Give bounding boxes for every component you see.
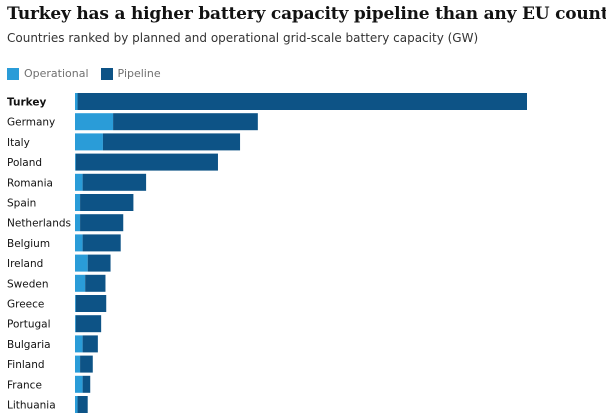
bar-operational-france (75, 375, 83, 393)
bar-operational-ireland (75, 254, 88, 272)
bar-pipeline-portugal (75, 315, 102, 333)
bar-pipeline-netherlands (80, 214, 124, 232)
bar-operational-turkey (75, 93, 78, 110)
category-label: Turkey (7, 97, 46, 109)
bar-group-spain: Spain (7, 194, 134, 211)
bar-operational-netherlands (75, 214, 81, 232)
bar-operational-poland (75, 153, 76, 171)
bar-pipeline-greece (75, 295, 107, 312)
bar-group-finland: Finland (7, 355, 93, 373)
bar-operational-lithuania (75, 396, 78, 413)
bar-pipeline-turkey (77, 93, 527, 110)
bar-pipeline-germany (113, 113, 258, 131)
bar-pipeline-romania (82, 173, 147, 191)
category-label: France (7, 379, 42, 391)
legend-label-pipeline: Pipeline (117, 67, 161, 80)
bar-operational-bulgaria (75, 335, 83, 353)
bar-operational-belgium (75, 234, 83, 252)
bar-group-romania: Romania (7, 173, 147, 191)
bar-operational-sweden (75, 274, 86, 292)
bar-operational-greece (75, 295, 76, 312)
bar-pipeline-belgium (82, 234, 121, 252)
bar-group-greece: Greece (7, 295, 107, 312)
category-label: Lithuania (7, 400, 56, 412)
chart-legend: Operational Pipeline (7, 67, 173, 80)
chart-title: Turkey has a higher battery capacity pip… (7, 4, 606, 24)
legend-item-operational: Operational (7, 67, 89, 80)
bar-group-sweden: Sweden (7, 274, 106, 292)
category-label: Finland (7, 359, 45, 371)
category-label: Spain (7, 198, 36, 210)
bar-operational-spain (75, 194, 81, 211)
bar-pipeline-finland (80, 355, 93, 373)
bar-operational-italy (75, 133, 103, 151)
category-label: Italy (7, 137, 30, 149)
bar-group-poland: Poland (7, 153, 218, 171)
category-label: Poland (7, 157, 42, 169)
bar-group-ireland: Ireland (7, 254, 111, 272)
legend-swatch-pipeline (100, 67, 113, 80)
category-label: Netherlands (7, 218, 71, 230)
bar-group-belgium: Belgium (7, 234, 121, 252)
bar-group-netherlands: Netherlands (7, 214, 124, 232)
bar-group-lithuania: Lithuania (7, 396, 88, 413)
bar-operational-germany (75, 113, 114, 131)
category-label: Belgium (7, 238, 50, 250)
legend-item-pipeline: Pipeline (100, 67, 161, 80)
bar-pipeline-sweden (85, 274, 106, 292)
category-label: Romania (7, 177, 53, 189)
category-label: Bulgaria (7, 339, 51, 351)
bar-pipeline-poland (75, 153, 218, 171)
category-label: Germany (7, 117, 55, 129)
category-label: Portugal (7, 319, 51, 331)
bar-group-portugal: Portugal (7, 315, 102, 333)
bar-pipeline-bulgaria (82, 335, 98, 353)
bar-group-turkey: Turkey (7, 93, 527, 110)
chart-subtitle: Countries ranked by planned and operatio… (7, 31, 479, 45)
legend-swatch-operational (7, 67, 19, 80)
bar-group-germany: Germany (7, 113, 258, 131)
bar-operational-portugal (75, 315, 76, 333)
bar-pipeline-spain (80, 194, 134, 211)
category-label: Ireland (7, 258, 43, 270)
bar-operational-finland (75, 355, 81, 373)
bar-pipeline-france (82, 375, 91, 393)
bar-pipeline-ireland (87, 254, 111, 272)
bar-group-bulgaria: Bulgaria (7, 335, 98, 353)
bar-pipeline-italy (102, 133, 241, 151)
bar-group-italy: Italy (7, 133, 241, 151)
bar-operational-romania (75, 173, 83, 191)
bar-group-france: France (7, 375, 91, 393)
category-label: Sweden (7, 278, 49, 290)
category-label: Greece (7, 299, 44, 311)
bar-pipeline-lithuania (77, 396, 88, 413)
legend-label-operational: Operational (24, 67, 89, 80)
